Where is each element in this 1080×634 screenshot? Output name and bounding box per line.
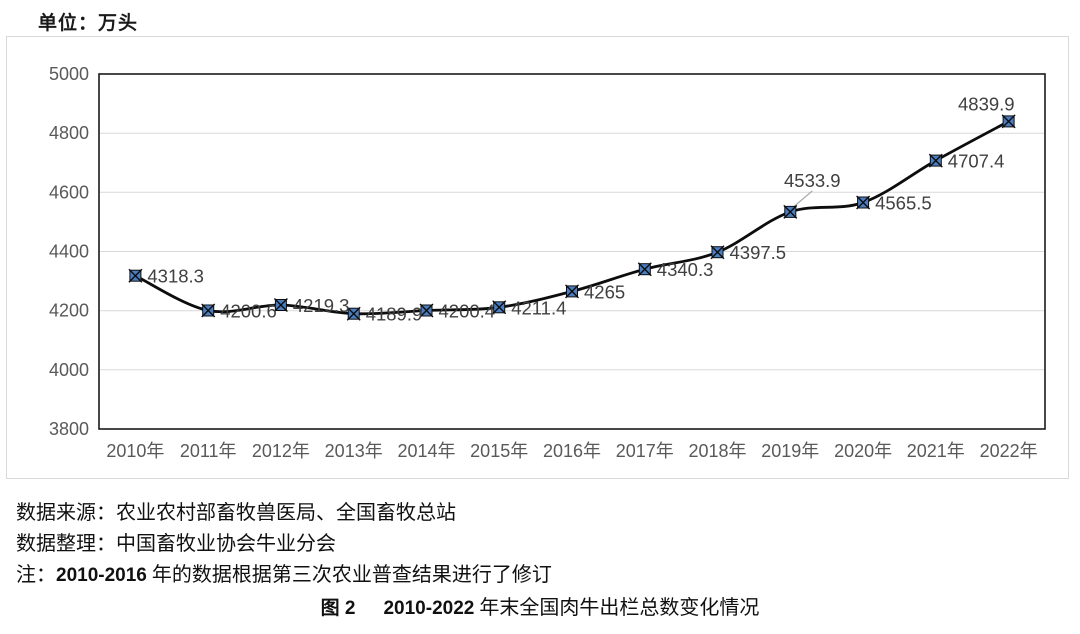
x-axis-tick-label: 2016年: [543, 441, 601, 461]
figure-caption: 图 2 2010-2022 年末全国肉牛出栏总数变化情况: [16, 593, 1064, 624]
plot-border: [98, 73, 1046, 430]
figure-number: 图 2: [320, 598, 356, 619]
marker-x-stroke: [1001, 114, 1016, 129]
revision-note-line: 注：2010-2016 年的数据根据第三次农业普查结果进行了修订: [16, 560, 1064, 591]
caption-year-range: 2010-2022: [383, 598, 475, 619]
chart-area: 3800 4000 4200 4400 4600 4800 5000 2010年 2011年 20…: [6, 36, 1069, 479]
note-year-range: 2010-2016: [56, 565, 147, 586]
x-axis-tick-label: 2022年: [980, 441, 1038, 461]
y-axis-tick-label: 4800: [49, 123, 89, 143]
data-point-label: 4211.4: [511, 297, 566, 318]
y-axis-tick-label: 4400: [49, 242, 89, 262]
note-text: 年的数据根据第三次农业普查结果进行了修订: [146, 564, 552, 586]
x-axis-tick-label: 2011年: [180, 441, 237, 461]
marker-x-stroke: [201, 303, 216, 318]
y-axis-tick-label: 4000: [49, 360, 89, 380]
x-axis-tick-label: 2020年: [834, 441, 892, 461]
data-point-label: 4707.4: [948, 151, 1005, 172]
x-axis-tick-label: 2019年: [761, 441, 819, 461]
marker-x-stroke: [710, 245, 725, 260]
data-point-label: 4839.9: [958, 93, 1015, 114]
x-axis-tick-label: 2014年: [397, 441, 455, 461]
marker-x-stroke: [928, 153, 943, 168]
marker-x-stroke: [492, 300, 507, 315]
y-axis-tick-label: 4200: [49, 301, 89, 321]
y-axis-tick-label: 5000: [49, 64, 89, 84]
data-point-label: 4200.6: [220, 301, 277, 322]
marker-x-stroke: [637, 262, 652, 277]
x-axis-tick-label: 2012年: [252, 441, 310, 461]
data-source-line: 数据来源：农业农村部畜牧兽医局、全国畜牧总站: [16, 502, 456, 524]
caption-text: 年末全国肉牛出栏总数变化情况: [474, 597, 760, 619]
data-point-label: 4397.5: [730, 242, 787, 263]
data-point-label: 4219.3: [293, 295, 350, 316]
marker-x-stroke: [783, 204, 798, 219]
chart-unit-label: 单位：万头: [38, 13, 139, 34]
x-axis-tick-label: 2018年: [688, 441, 746, 461]
note-prefix: 注：: [16, 564, 56, 586]
marker-x-stroke: [346, 306, 361, 321]
x-axis-tick-label: 2021年: [907, 441, 965, 461]
x-axis-tick-label: 2015年: [470, 441, 528, 461]
chart-footnotes: 数据来源：农业农村部畜牧兽医局、全国畜牧总站 数据整理：中国畜牧业协会牛业分会 …: [16, 498, 1064, 624]
data-point-label: 4533.9: [784, 170, 841, 191]
data-point-label: 4565.5: [875, 193, 932, 214]
x-axis-tick-label: 2010年: [106, 441, 164, 461]
data-point-label: 4189.9: [366, 304, 423, 325]
marker-x-stroke: [856, 195, 871, 210]
data-point-label: 4200.4: [439, 301, 496, 322]
marker-x-stroke: [565, 284, 579, 299]
marker-x-stroke: [419, 303, 434, 318]
x-axis-tick-label: 2017年: [616, 441, 674, 461]
data-point-label: 4318.3: [147, 266, 204, 287]
x-axis-tick-label: 2013年: [325, 441, 383, 461]
y-axis-tick-label: 4600: [49, 182, 89, 202]
series-line: [134, 120, 1010, 316]
marker-x-stroke: [128, 268, 143, 283]
data-point-label: 4340.3: [657, 259, 714, 280]
marker-x-stroke: [273, 298, 288, 312]
line-chart: 3800 4000 4200 4400 4600 4800 5000 2010年 2011年 20…: [49, 64, 1046, 461]
y-axis-tick-label: 3800: [49, 419, 89, 439]
data-point-label: 4265: [584, 281, 625, 302]
label-leader-line: [791, 190, 813, 209]
data-collation-line: 数据整理：中国畜牧业协会牛业分会: [16, 533, 336, 555]
